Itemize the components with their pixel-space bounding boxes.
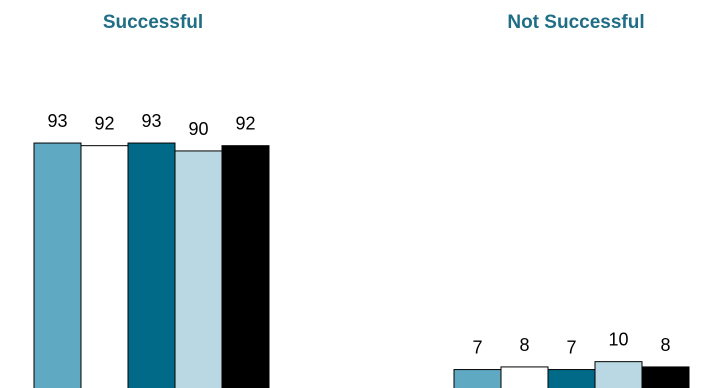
value-label-successful-3: 93: [141, 111, 161, 131]
group-titles: Successful Not Successful: [103, 12, 645, 33]
value-label-not-successful-5: 8: [660, 335, 670, 355]
value-label-not-successful-3: 7: [566, 338, 576, 358]
bar-not-successful-2: [500, 366, 549, 388]
bar-successful-2: [80, 145, 129, 388]
value-label-successful-5: 92: [235, 114, 255, 134]
group-title-not-successful: Not Successful: [507, 12, 644, 33]
bars-layer: [33, 142, 690, 388]
bar-not-successful-1: [453, 369, 502, 388]
bar-successful-4: [174, 150, 223, 388]
bar-not-successful-3: [547, 369, 596, 388]
group-title-successful: Successful: [103, 12, 203, 33]
value-label-not-successful-2: 8: [519, 335, 529, 355]
bar-successful-1: [33, 142, 82, 388]
value-label-not-successful-1: 7: [472, 338, 482, 358]
bar-not-successful-4: [594, 361, 643, 388]
bar-successful-5: [221, 145, 270, 388]
value-label-successful-1: 93: [47, 111, 67, 131]
bar-successful-3: [127, 142, 176, 388]
value-labels-layer: 93 92 93 90 92 7 8 7 10 8: [47, 111, 670, 358]
value-label-not-successful-4: 10: [608, 330, 628, 350]
value-label-successful-2: 92: [94, 114, 114, 134]
bar-not-successful-5: [641, 366, 690, 388]
value-label-successful-4: 90: [188, 119, 208, 139]
